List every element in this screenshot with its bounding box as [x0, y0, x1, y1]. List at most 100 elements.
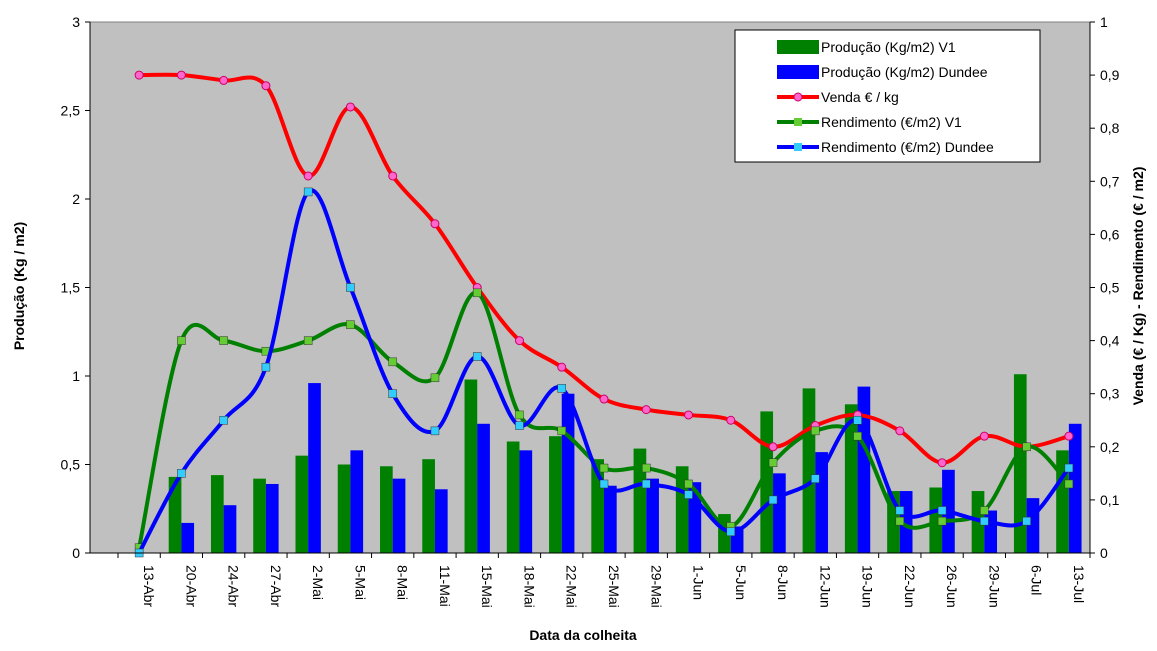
bar: [549, 436, 562, 553]
data-point: [684, 490, 693, 499]
y-tick-label: 3: [72, 14, 80, 30]
data-point: [811, 474, 820, 483]
y2-tick-label: 0,8: [1100, 120, 1120, 136]
data-point: [768, 458, 778, 467]
data-point: [177, 469, 186, 478]
bar: [253, 478, 266, 553]
legend-label: Produção (Kg/m2) Dundee: [821, 64, 988, 80]
data-point: [642, 463, 651, 473]
y-tick-label: 1: [72, 368, 80, 384]
data-point: [346, 283, 355, 292]
bar: [337, 464, 351, 553]
data-point: [176, 70, 186, 80]
bar: [295, 455, 309, 553]
data-point: [979, 431, 989, 441]
bar: [308, 383, 321, 553]
data-point: [515, 410, 524, 420]
x-tick-label: 18-Mai: [521, 565, 537, 608]
legend-swatch: [777, 40, 819, 54]
data-point: [853, 416, 862, 425]
bar: [506, 441, 520, 553]
y-axis-title: Produção (Kg / m2): [11, 222, 27, 350]
data-point: [895, 516, 905, 526]
y2-tick-label: 0,9: [1100, 67, 1120, 83]
bar: [434, 489, 448, 553]
data-point: [303, 336, 313, 345]
data-point: [346, 320, 355, 329]
data-point: [1022, 516, 1031, 526]
bar: [464, 379, 478, 553]
bar: [633, 448, 647, 553]
x-tick-label: 19-Jun: [860, 565, 876, 608]
legend-label: Produção (Kg/m2) V1: [821, 39, 956, 55]
data-point: [557, 426, 566, 436]
bar: [604, 485, 617, 553]
data-point: [388, 171, 398, 181]
bar: [1013, 374, 1027, 553]
data-point: [388, 389, 397, 398]
legend-swatch: [777, 65, 819, 79]
data-point: [472, 352, 482, 361]
data-point: [261, 81, 271, 91]
x-tick-label: 24-Abr: [226, 565, 242, 607]
x-tick-label: 5-Mai: [352, 565, 368, 600]
axes-layer: 0 0,5 1 1,5 2 2,5 3 0 0,1 0,2 0,3 0,4 0,5 0,6 0,7 0,8 0,…: [61, 14, 1120, 608]
x-tick-label: 29-Mai: [648, 565, 664, 608]
bar: [561, 393, 575, 553]
y-tick-label: 0,5: [61, 457, 81, 473]
data-point: [853, 431, 862, 441]
bar: [210, 475, 224, 553]
data-point: [937, 506, 947, 515]
data-point: [684, 410, 694, 420]
y2-tick-label: 0,1: [1100, 492, 1120, 508]
bar: [519, 450, 533, 553]
x-tick-label: 2-Mai: [310, 565, 326, 600]
data-point: [557, 362, 567, 372]
data-point: [430, 426, 440, 436]
y-tick-label: 2,5: [61, 103, 81, 119]
data-point: [980, 506, 989, 515]
x-tick-label: 1-Jun: [691, 565, 707, 600]
data-point: [345, 102, 355, 112]
y2-tick-label: 1: [1100, 14, 1108, 30]
y2-tick-label: 0,4: [1100, 333, 1120, 349]
data-point: [599, 394, 609, 404]
bar: [380, 466, 393, 553]
x-tick-label: 22-Jun: [902, 565, 918, 608]
bar: [646, 478, 659, 553]
data-point: [937, 516, 947, 526]
legend-label: Rendimento (€/m2) V1: [821, 114, 962, 130]
bar: [802, 388, 816, 553]
data-point: [303, 171, 313, 181]
bar: [1056, 450, 1069, 553]
bar: [223, 505, 237, 553]
bar: [1068, 423, 1082, 553]
y2-tick-label: 0,2: [1100, 439, 1120, 455]
data-point: [430, 219, 440, 229]
data-point: [430, 373, 440, 383]
x-tick-label: 8-Jun: [775, 565, 791, 600]
y2-tick-label: 0,5: [1100, 280, 1120, 296]
data-point: [895, 426, 905, 436]
data-point: [134, 70, 144, 80]
legend-label: Venda € / kg: [821, 89, 899, 105]
bar: [181, 522, 195, 553]
x-tick-label: 20-Abr: [183, 565, 199, 607]
data-point: [1064, 431, 1074, 441]
y2-axis-title: Venda (€ / Kg) - Rendimento (€ / m2): [1130, 167, 1146, 406]
bar: [929, 487, 943, 553]
y2-tick-label: 0,3: [1100, 386, 1120, 402]
data-point: [219, 416, 228, 425]
data-point: [1064, 479, 1074, 489]
x-tick-label: 11-Mai: [437, 565, 453, 607]
lines-layer: [134, 70, 1074, 558]
y2-tick-label: 0,7: [1100, 173, 1120, 189]
bar: [168, 476, 182, 553]
data-point: [726, 415, 736, 425]
data-point: [514, 336, 524, 346]
legend-label: Rendimento (€/m2) Dundee: [821, 139, 994, 155]
y2-tick-label: 0,6: [1100, 226, 1120, 242]
x-tick-label: 15-Mai: [479, 565, 495, 608]
